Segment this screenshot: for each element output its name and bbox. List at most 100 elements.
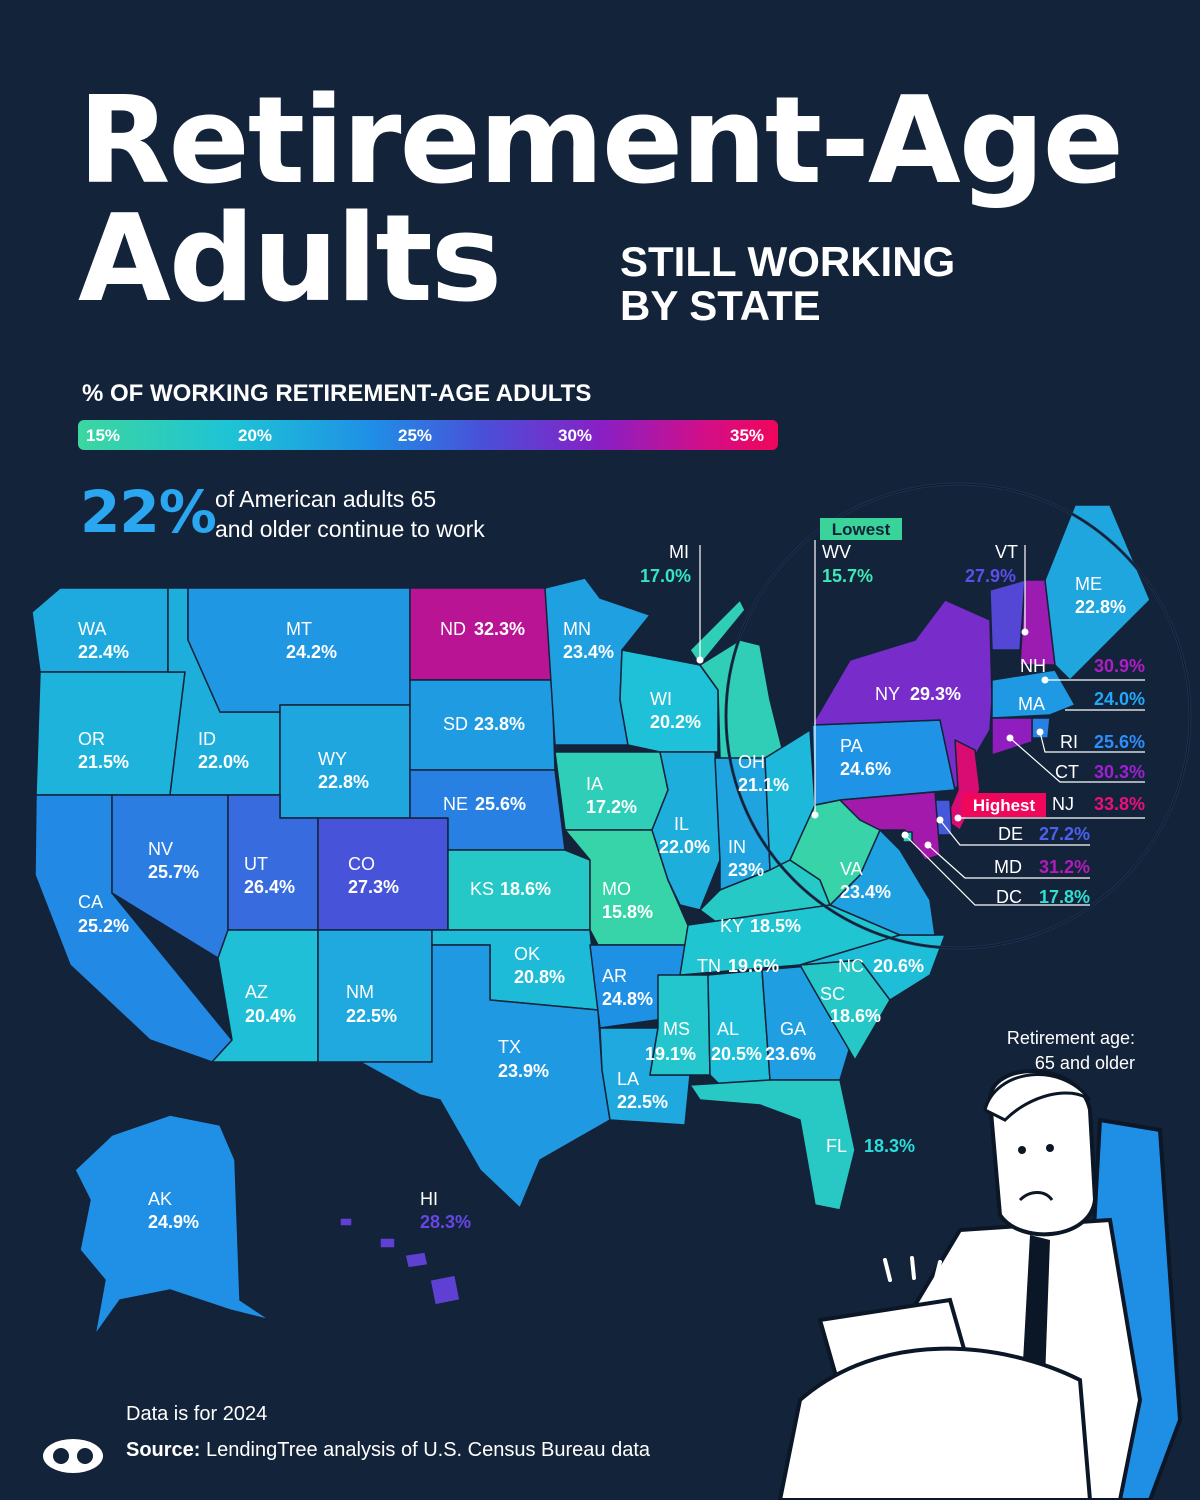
label-OK-abbr: OK: [514, 944, 540, 964]
label-MS-abbr: MS: [663, 1019, 690, 1039]
source-line: Source: LendingTree analysis of U.S. Cen…: [126, 1439, 650, 1462]
label-MN-value: 23.4%: [563, 642, 614, 662]
label-MT-abbr: MT: [286, 619, 312, 639]
label-IL-abbr: IL: [674, 814, 689, 834]
label-IN-abbr: IN: [728, 837, 746, 857]
label-OR-abbr: OR: [78, 729, 105, 749]
label-OH-abbr: OH: [738, 752, 765, 772]
headline-stat: 22%: [80, 478, 217, 546]
label-AZ-value: 20.4%: [245, 1006, 296, 1026]
state-ME: [1044, 504, 1151, 681]
label-AL-value: 20.5%: [711, 1044, 762, 1064]
dot-NJ: [954, 814, 962, 822]
label-GA-abbr: GA: [780, 1019, 806, 1039]
label-RI-abbr: RI: [1060, 732, 1078, 752]
label-ND-value: 32.3%: [474, 619, 525, 639]
state-TX: [359, 944, 611, 1209]
retirement-age-note: Retirement age: 65 and older: [960, 1026, 1135, 1076]
worry-lines: [883, 1256, 942, 1284]
legend-tick-15: 15%: [86, 426, 121, 445]
label-VT-value: 27.9%: [965, 566, 1016, 586]
title-line-2: Adults: [78, 190, 502, 329]
dot-MI: [696, 656, 704, 664]
label-MA-abbr: MA: [1018, 694, 1045, 714]
label-MI-value: 17.0%: [640, 566, 691, 586]
legend-title: % OF WORKING RETIREMENT-AGE ADULTS: [82, 380, 592, 407]
label-NE-value: 25.6%: [475, 794, 526, 814]
label-UT-value: 26.4%: [244, 877, 295, 897]
retiree-illustration: [777, 1069, 1183, 1500]
state-HI: [339, 1217, 461, 1306]
label-OK-value: 20.8%: [514, 967, 565, 987]
headline-stat-line-2: and older continue to work: [215, 516, 485, 542]
legend-tick-35: 35%: [730, 426, 765, 445]
label-LA-abbr: LA: [617, 1069, 639, 1089]
legend-tick-25: 25%: [398, 426, 433, 445]
label-NM-abbr: NM: [346, 982, 374, 1002]
label-VA-abbr: VA: [840, 859, 863, 879]
label-MT-value: 24.2%: [286, 642, 337, 662]
label-IA-value: 17.2%: [586, 797, 637, 817]
zoom-circle-edge: [725, 483, 1191, 949]
label-WV-value: 15.7%: [822, 566, 873, 586]
label-NV-abbr: NV: [148, 839, 173, 859]
label-IL-value: 22.0%: [659, 837, 710, 857]
label-NY-value: 29.3%: [910, 684, 961, 704]
legend-tick-20: 20%: [238, 426, 273, 445]
label-WY-abbr: WY: [318, 749, 347, 769]
label-ND-abbr: ND: [440, 619, 466, 639]
state-NM: [317, 929, 433, 1063]
label-RI-value: 25.6%: [1094, 732, 1145, 752]
label-WA-value: 22.4%: [78, 642, 129, 662]
label-WA-abbr: WA: [78, 619, 106, 639]
label-TN-value: 19.6%: [728, 956, 779, 976]
label-SD-value: 23.8%: [474, 714, 525, 734]
label-KS-abbr: KS: [470, 879, 494, 899]
highest-badge: [962, 793, 1046, 817]
lowest-badge-label: Lowest: [832, 520, 891, 539]
leader-RI: [1039, 731, 1145, 753]
subtitle: STILL WORKING BY STATE: [620, 240, 955, 328]
label-AK-abbr: AK: [148, 1189, 172, 1209]
label-NY-abbr: NY: [875, 684, 900, 704]
dot-DE: [936, 816, 944, 824]
label-VT-abbr: VT: [995, 542, 1018, 562]
label-NH-value: 30.9%: [1094, 656, 1145, 676]
state-MA: [991, 669, 1076, 719]
label-SC-abbr: SC: [820, 984, 845, 1004]
label-CT-value: 30.3%: [1094, 762, 1145, 782]
leader-MD: [927, 844, 1090, 879]
state-FL: [689, 1079, 856, 1211]
label-NJ-value: 33.8%: [1094, 794, 1145, 814]
label-AL-abbr: AL: [717, 1019, 739, 1039]
legend-tick-30: 30%: [558, 426, 593, 445]
right-eye: [1046, 1144, 1054, 1152]
label-OH-value: 21.1%: [738, 775, 789, 795]
highest-badge-label: Highest: [973, 796, 1036, 815]
label-MO-value: 15.8%: [602, 902, 653, 922]
label-DE-abbr: DE: [998, 824, 1023, 844]
frown: [1018, 1191, 1054, 1202]
label-MI-abbr: MI: [669, 542, 689, 562]
label-KY-abbr: KY: [720, 916, 744, 936]
label-MN-abbr: MN: [563, 619, 591, 639]
headline-stat-text: of American adults 65 and older continue…: [215, 484, 485, 544]
state-AK: [74, 1114, 271, 1336]
label-AZ-abbr: AZ: [245, 982, 268, 1002]
label-WI-value: 20.2%: [650, 712, 701, 732]
label-HI-value: 28.3%: [420, 1212, 471, 1232]
dot-RI: [1036, 728, 1044, 736]
source-text: LendingTree analysis of U.S. Census Bure…: [206, 1439, 650, 1461]
subtitle-line-1: STILL WORKING: [620, 238, 956, 285]
label-KS-value: 18.6%: [500, 879, 551, 899]
label-GA-value: 23.6%: [765, 1044, 816, 1064]
subtitle-line-2: BY STATE: [620, 282, 821, 329]
leader-CT: [1009, 737, 1145, 783]
label-OR-value: 21.5%: [78, 752, 129, 772]
label-NV-value: 25.7%: [148, 862, 199, 882]
hair: [983, 1073, 1092, 1122]
label-FL-abbr: FL: [826, 1136, 847, 1156]
legs: [777, 1346, 1093, 1500]
label-AR-abbr: AR: [602, 966, 627, 986]
